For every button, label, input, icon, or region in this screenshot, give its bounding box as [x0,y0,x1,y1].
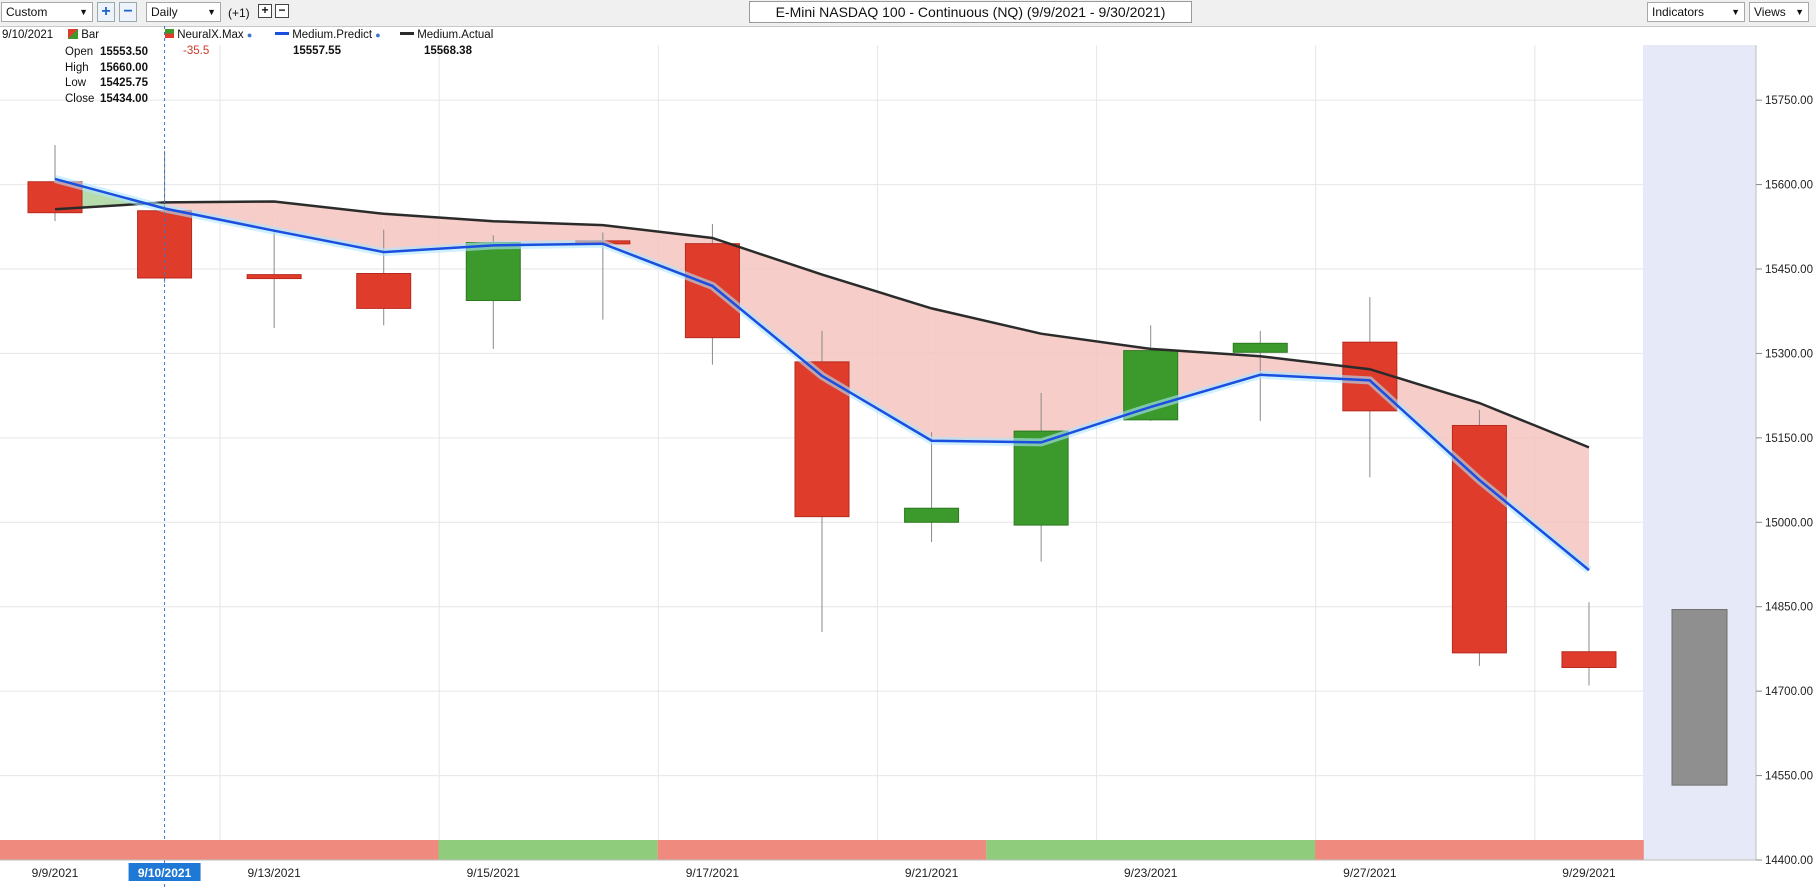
chevron-down-icon: ▼ [79,7,88,17]
low-value: 15425.75 [100,77,148,89]
candle[interactable] [1451,409,1507,666]
signal-segment [438,840,658,860]
y-tick-label: 14550.00 [1765,771,1813,783]
chart-title[interactable]: E-Mini NASDAQ 100 - Continuous (NQ) (9/9… [749,1,1192,23]
x-tick-label: 9/15/2021 [467,866,521,880]
y-tick-label: 14850.00 [1765,602,1813,614]
neural-icon [165,29,174,38]
signal-segment [986,840,1316,860]
neural-value: -35.5 [183,45,210,57]
y-tick-label: 15300.00 [1765,348,1813,360]
close-value: 15434.00 [100,92,148,105]
candle[interactable] [465,235,521,349]
indicators-label: Indicators [1652,5,1705,19]
offset-decrease-button[interactable]: − [275,4,289,18]
signal-strip [0,840,1644,860]
candle-body [465,242,521,302]
offset-increase-button[interactable]: + [258,4,272,18]
settings-dot-icon[interactable]: ● [375,30,381,40]
chevron-down-icon: ▼ [1795,7,1804,17]
bar-legend: Bar [68,29,99,41]
ohlc-values: 15553.50 15660.00 15425.75 15434.00 [100,45,148,107]
x-tick-label: 9/23/2021 [1124,866,1178,880]
views-dropdown[interactable]: Views ▼ [1749,2,1809,22]
high-label: High [65,61,89,74]
x-tick-label: 9/13/2021 [247,866,301,880]
actual-value: 15568.38 [424,45,472,57]
close-label: Close [65,92,95,105]
actual-line-icon [400,32,414,35]
forecast-bar [1671,609,1728,786]
actual-legend: Medium.Actual [400,29,493,41]
low-label: Low [65,77,87,89]
candle[interactable] [1342,297,1398,478]
zoom-out-button[interactable]: − [119,2,137,22]
candle-body [904,507,960,523]
price-axis: 15750.00 15600.00 15450.00 15300.00 15150.00… [1755,45,1813,867]
offset-label: (+1) [228,6,250,20]
x-tick-label: 9/10/2021 [138,866,192,880]
mode-select-value: Custom [6,5,48,19]
x-tick-label: 9/9/2021 [32,866,79,880]
y-tick-label: 15600.00 [1765,180,1813,192]
actual-legend-label: Medium.Actual [417,29,494,41]
x-tick-label: 9/27/2021 [1343,866,1397,880]
y-tick-label: 14400.00 [1765,855,1813,867]
band-segment [931,308,1042,443]
band-segment [493,221,603,246]
candle-body [356,273,412,309]
candle-body [246,274,302,280]
settings-dot-icon[interactable]: ● [246,30,253,40]
date-axis: 9/9/2021 9/10/2021 9/13/2021 9/15/2021 9/17/… [0,859,1756,881]
legend-date: 9/10/2021 [2,29,54,41]
x-tick-label: 9/21/2021 [905,866,959,880]
y-tick-label: 15000.00 [1765,517,1813,529]
high-value: 15660.00 [100,61,148,74]
candle-body [1013,430,1069,526]
candle-body [1561,651,1617,669]
views-label: Views [1754,5,1786,19]
neural-legend: NeuralX.Max ● [165,29,252,41]
band-segment [821,274,932,441]
bar-legend-label: Bar [81,29,100,41]
y-tick-label: 15450.00 [1765,264,1813,276]
predict-legend-label: Medium.Predict [292,29,373,41]
candle[interactable] [904,432,960,542]
date-highlight [128,863,201,881]
medium-predict-line [54,177,1590,572]
medium-actual-line [54,200,1590,449]
interval-select-value: Daily [151,5,178,19]
bar-icon [68,29,78,39]
signal-segment [0,840,439,860]
chevron-down-icon: ▼ [1731,7,1740,17]
zoom-in-button[interactable]: + [97,2,115,22]
candlestick-chart[interactable]: 15750.00 15600.00 15450.00 15300.00 15150.00… [0,26,1816,890]
open-label: Open [65,46,94,58]
x-tick-label: 9/17/2021 [686,866,740,880]
y-tick-label: 15150.00 [1765,433,1813,445]
signal-segment [657,840,987,860]
candle[interactable] [1561,602,1617,686]
y-tick-label: 14700.00 [1765,686,1813,698]
candle[interactable] [356,229,412,326]
indicators-dropdown[interactable]: Indicators ▼ [1647,2,1745,22]
mode-select[interactable]: Custom ▼ [1,2,93,22]
candle-body [1232,342,1288,353]
x-tick-label: 9/29/2021 [1562,866,1616,880]
neural-legend-label: NeuralX.Max [177,29,244,41]
chevron-down-icon: ▼ [207,7,216,17]
open-value: 15553.50 [100,46,148,58]
ohlc-labels: Open High Low Close [65,45,94,107]
predict-legend: Medium.Predict ● [275,29,381,41]
signal-segment [1315,840,1644,860]
candle[interactable] [246,229,302,329]
band-segment [274,201,384,253]
y-tick-label: 15750.00 [1765,95,1813,107]
candle[interactable] [1013,392,1069,562]
predict-line-icon [275,32,289,35]
interval-select[interactable]: Daily ▼ [146,2,221,22]
toolbar: Custom ▼ + − Daily ▼ (+1) + − E-Mini NAS… [0,0,1816,27]
predict-value: 15557.55 [293,45,341,57]
